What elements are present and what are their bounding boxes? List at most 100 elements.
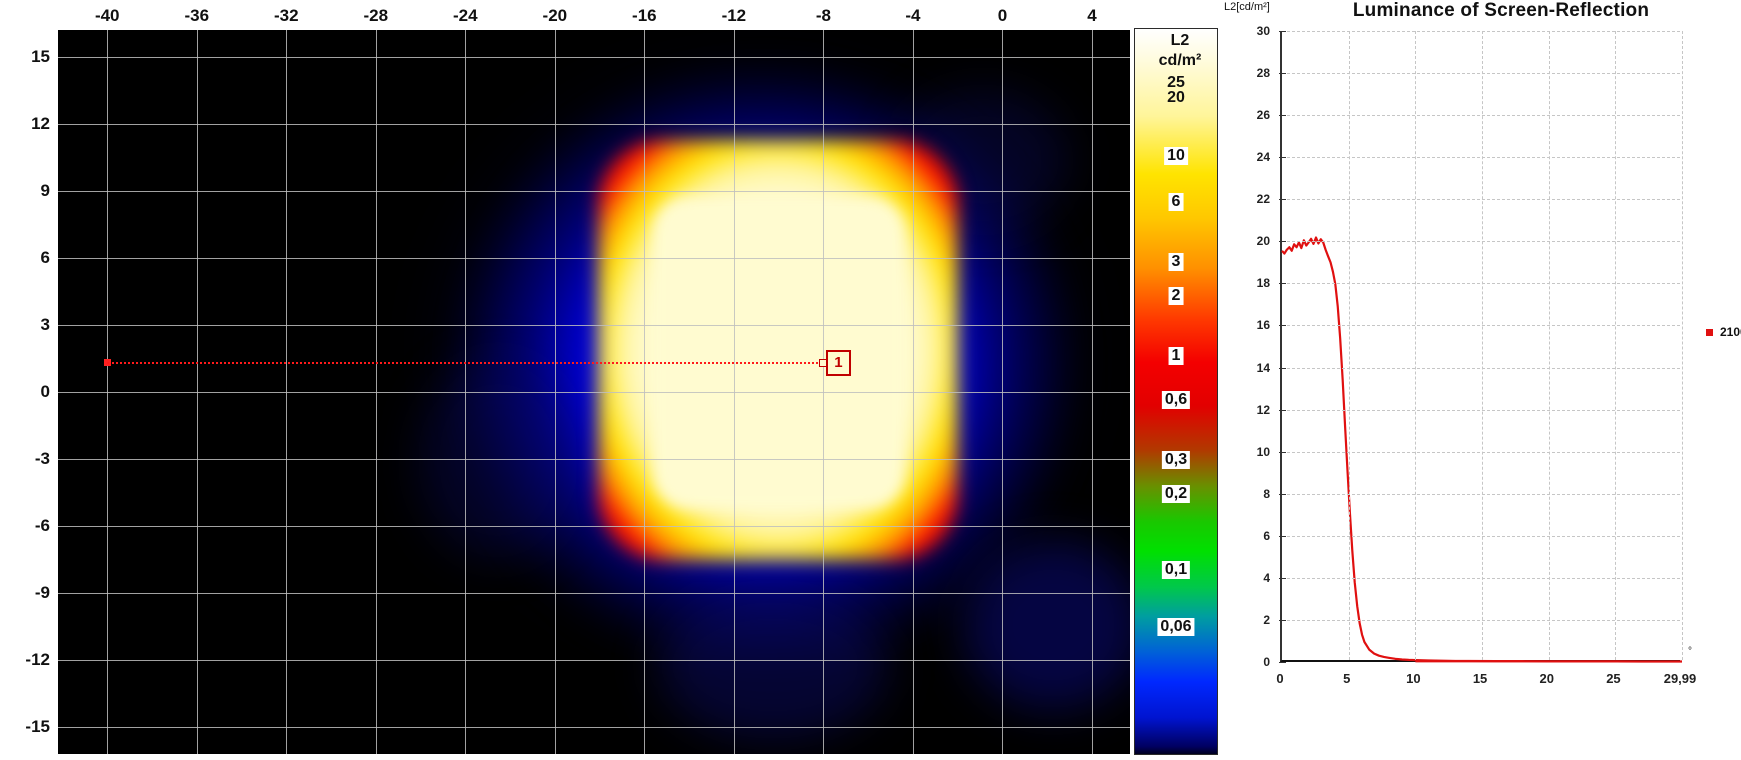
chart-y-tick: 16	[1256, 318, 1270, 333]
chart-y-tick-mark	[1279, 199, 1286, 201]
chart-gridline-v	[1548, 31, 1550, 660]
chart-y-tick-mark	[1279, 577, 1286, 579]
colorbar-tick-label: 20	[1167, 89, 1185, 106]
heatmap-gridline-h	[58, 459, 1130, 461]
chart-gridline-h	[1282, 619, 1680, 621]
chart-y-tick-mark	[1279, 115, 1286, 117]
heatmap-gridline-h	[58, 257, 1130, 259]
cursor-marker-1[interactable]: 1	[826, 349, 851, 376]
chart-y-tick: 24	[1256, 150, 1270, 165]
chart-gridline-h	[1282, 73, 1680, 75]
chart-y-tick-mark	[1279, 325, 1286, 327]
chart-gridline-h	[1282, 199, 1680, 201]
heatmap-gridline-h	[58, 56, 1130, 58]
chart-gridline-h	[1282, 451, 1680, 453]
chart-y-tick: 12	[1256, 402, 1270, 417]
colorbar-title: L2	[1170, 32, 1190, 49]
heatmap-gridline-h	[58, 190, 1130, 192]
line-chart-panel: Luminance of Screen-Reflection L2[cd/m²]…	[1224, 0, 1741, 760]
heatmap-gridline-h	[58, 392, 1130, 393]
chart-gridline-h	[1282, 493, 1680, 495]
chart-gridline-v	[1682, 31, 1683, 660]
heatmap-panel: -40 -36 -32 -28 -24 -20 -16 -12 -8 -4 0 4 15 12 9 6 3 0-…	[25, 6, 1130, 754]
colorbar-tick-label: 0,3	[1161, 451, 1191, 469]
chart-y-tick-mark	[1279, 367, 1286, 369]
chart-title: Luminance of Screen-Reflection	[1352, 0, 1650, 21]
colorbar-tick-label: 2	[1168, 287, 1184, 305]
colorbar-unit: cd/m²	[1158, 52, 1202, 69]
chart-gridline-v	[1348, 31, 1350, 660]
heatmap-plot-area[interactable]: 1	[58, 30, 1130, 754]
colorbar-tick-label: 0,2	[1161, 485, 1191, 503]
chart-x-axis-unit: °	[1688, 646, 1692, 657]
heatmap-y-tick: 12	[31, 113, 50, 133]
colorbar-tick-label: 0,6	[1161, 391, 1191, 409]
chart-x-tick: 10	[1406, 671, 1421, 686]
chart-y-tick: 8	[1263, 486, 1270, 501]
legend-series-label: 21008-28-1	[1720, 325, 1741, 339]
chart-y-tick: 30	[1256, 24, 1270, 38]
colorbar-tick-label: 0,06	[1157, 618, 1195, 636]
heatmap-x-tick: -4	[905, 6, 921, 25]
chart-gridline-h	[1282, 367, 1680, 369]
chart-legend: 21008-28-1	[1706, 325, 1741, 339]
chart-y-tick-mark	[1279, 409, 1286, 411]
heatmap-y-tick: -6	[34, 516, 50, 536]
heatmap-x-tick: -28	[363, 6, 389, 25]
heatmap-x-tick: -8	[815, 6, 831, 25]
chart-y-tick-mark	[1279, 662, 1286, 663]
chart-y-tick: 6	[1263, 528, 1270, 543]
cursor-trace-line	[107, 361, 823, 364]
noise-patch	[658, 590, 888, 740]
chart-gridline-h	[1282, 535, 1680, 537]
chart-gridline-v	[1482, 31, 1484, 660]
chart-gridline-h	[1282, 241, 1680, 243]
chart-y-tick-mark	[1279, 73, 1286, 75]
colorbar-tick-label: 10	[1164, 147, 1188, 165]
chart-y-tick: 0	[1263, 655, 1270, 669]
chart-y-tick: 14	[1256, 360, 1270, 375]
legend-marker-icon	[1706, 328, 1713, 336]
heatmap-gridline-h	[58, 526, 1130, 528]
chart-x-tick: 15	[1472, 671, 1488, 686]
chart-y-tick-mark	[1279, 493, 1286, 495]
chart-series-line	[1281, 236, 1682, 663]
heatmap-y-tick: -3	[34, 449, 50, 469]
chart-x-tick: 20	[1539, 671, 1554, 686]
noise-patch	[963, 540, 1130, 710]
heatmap-y-tick: 15	[31, 46, 50, 66]
heatmap-gridline-h	[58, 660, 1130, 662]
chart-gridline-h	[1282, 325, 1680, 327]
chart-gridline-h	[1282, 31, 1680, 32]
chart-gridline-h	[1282, 115, 1680, 117]
chart-y-tick-mark	[1279, 31, 1286, 32]
heatmap-gridline-h	[58, 593, 1130, 595]
heatmap-gridline-h	[58, 324, 1130, 326]
chart-y-tick: 26	[1256, 108, 1270, 123]
chart-gridline-h	[1282, 409, 1680, 411]
chart-y-tick: 20	[1256, 234, 1270, 249]
chart-gridline-h	[1282, 157, 1680, 159]
heatmap-y-tick: -12	[25, 650, 50, 670]
chart-y-tick-mark	[1279, 283, 1286, 285]
colorbar-tick-label: 3	[1168, 253, 1184, 271]
chart-y-tick: 2	[1263, 612, 1270, 627]
chart-gridline-h	[1282, 577, 1680, 579]
chart-gridline-h	[1282, 283, 1680, 285]
chart-y-tick-mark	[1279, 619, 1286, 621]
heatmap-y-tick: 3	[40, 314, 50, 334]
colorbar-tick-label: 1	[1168, 347, 1184, 365]
heatmap-x-tick: 4	[1087, 6, 1097, 25]
chart-y-axis-label: L2[cd/m²]	[1224, 1, 1270, 13]
heatmap-y-tick: 6	[40, 247, 50, 267]
chart-y-tick: 18	[1256, 276, 1270, 291]
heatmap-x-tick: -32	[273, 6, 299, 25]
chart-plot-area[interactable]	[1280, 31, 1683, 663]
reflection-saturated-area	[654, 198, 904, 508]
heatmap-x-tick: 0	[997, 6, 1008, 25]
heatmap-gridline-h	[58, 727, 1130, 729]
heatmap-gridlines	[58, 30, 1130, 754]
colorbar: L2 cd/m² 25 20 10 6 3 2 1 0,6 0,3 0,2 0,1 0,06	[1134, 28, 1222, 755]
heatmap-y-tick: -15	[25, 717, 50, 737]
heatmap-x-tick: -24	[453, 6, 478, 25]
